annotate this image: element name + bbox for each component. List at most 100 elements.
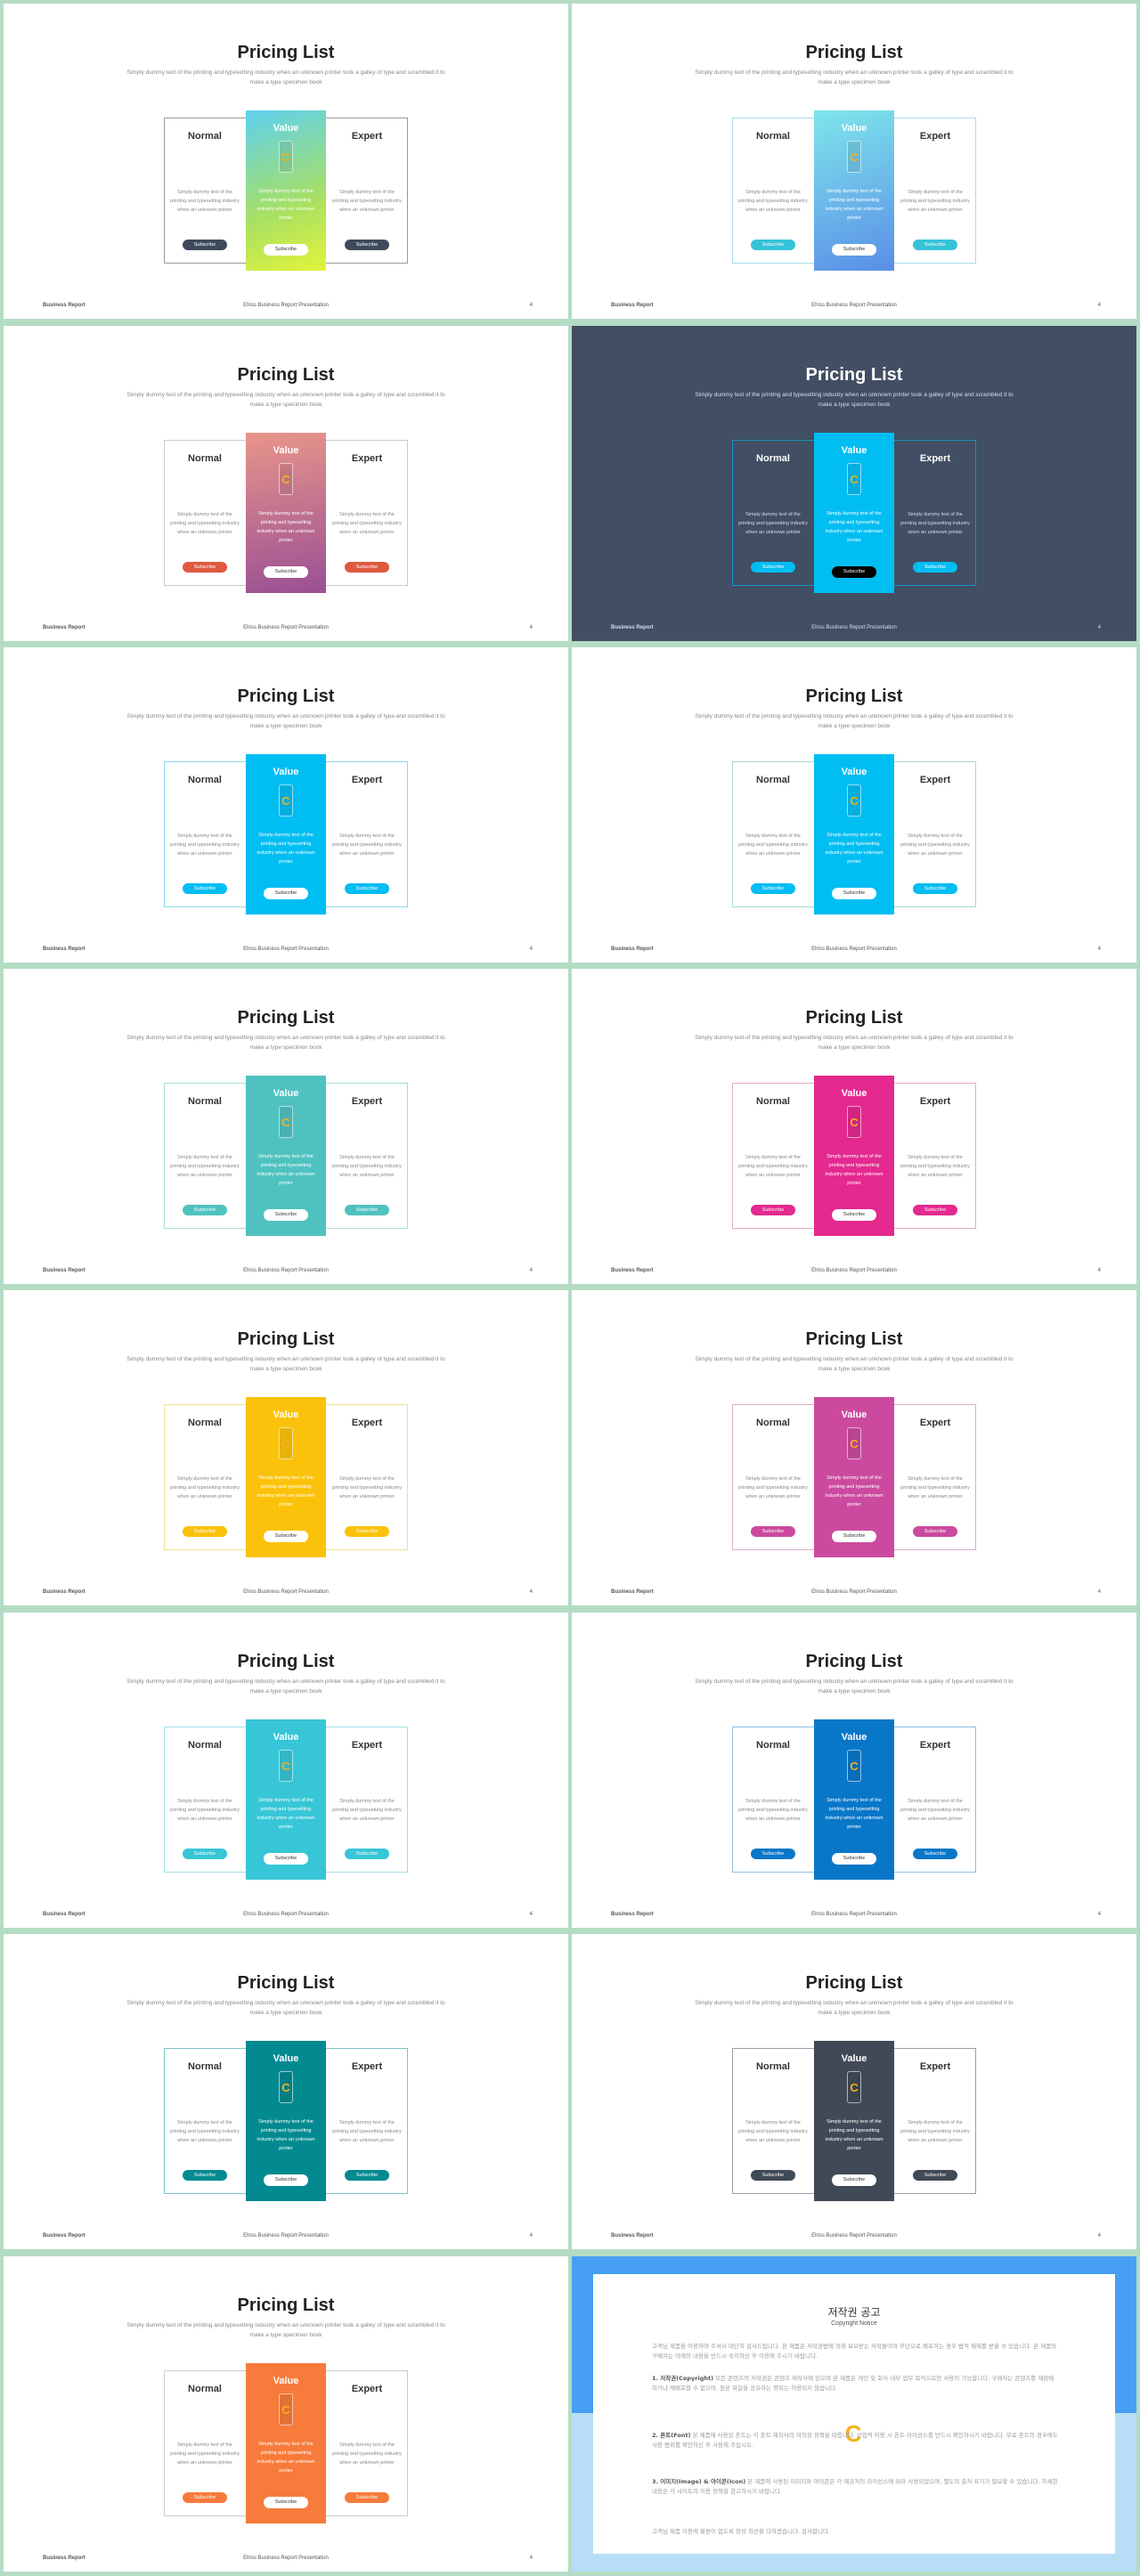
value-column: Value C Simply dummy text of the printin… (814, 2041, 894, 2201)
slide-subtitle: Simply dummy text of the printing and ty… (126, 69, 445, 85)
subscribe-button[interactable]: Subscribe (345, 2170, 389, 2181)
expert-description: Simply dummy text of the printing and ty… (332, 1155, 402, 1178)
subscribe-button[interactable]: Subscribe (264, 1853, 308, 1865)
subscribe-button[interactable]: Subscribe (913, 1526, 957, 1537)
footer-left: Business Report (611, 2233, 654, 2239)
pricing-slide: Pricing List Simply dummy text of the pr… (4, 1290, 568, 1605)
normal-description: Simply dummy text of the printing and ty… (170, 2120, 240, 2143)
subscribe-button[interactable]: Subscribe (751, 2170, 795, 2181)
normal-column: Normal Simply dummy text of the printing… (733, 762, 813, 906)
normal-heading: Normal (188, 1418, 222, 1428)
subscribe-button[interactable]: Subscribe (345, 1205, 389, 1215)
subscribe-button[interactable]: Subscribe (913, 2170, 957, 2181)
subscribe-button[interactable]: Subscribe (345, 2492, 389, 2503)
subscribe-button[interactable]: Subscribe (183, 2492, 227, 2503)
subscribe-button[interactable]: Subscribe (345, 240, 389, 250)
value-heading: Value (273, 2376, 299, 2386)
slide-subtitle: Simply dummy text of the printing and ty… (126, 1356, 445, 1372)
pricing-table: Normal Simply dummy text of the printing… (164, 2370, 408, 2516)
subscribe-button[interactable]: Subscribe (751, 1205, 795, 1215)
value-column: Value C Simply dummy text of the printin… (814, 433, 894, 593)
subscribe-button[interactable]: Subscribe (264, 2174, 308, 2186)
subscribe-button[interactable]: Subscribe (832, 2174, 876, 2186)
subscribe-button[interactable]: Subscribe (832, 888, 876, 899)
subscribe-button[interactable]: Subscribe (345, 562, 389, 573)
subscribe-button[interactable]: Subscribe (832, 1209, 876, 1221)
subscribe-button[interactable]: Subscribe (264, 2497, 308, 2508)
subscribe-button[interactable]: Subscribe (913, 1205, 957, 1215)
expert-description: Simply dummy text of the printing and ty… (900, 2120, 970, 2143)
logo-letter: C (281, 150, 290, 164)
subscribe-button[interactable]: Subscribe (751, 240, 795, 250)
subscribe-button[interactable]: Subscribe (832, 1853, 876, 1865)
subscribe-button[interactable]: Subscribe (751, 1849, 795, 1859)
paragraph-text: 모든 콘텐츠의 저작권은 콘텐츠 제작사에 있으며 본 제품은 개인 및 회사 … (652, 2375, 1054, 2392)
subscribe-button[interactable]: Subscribe (264, 1209, 308, 1221)
expert-description: Simply dummy text of the printing and ty… (332, 2120, 402, 2143)
value-description: Simply dummy text of the printing and ty… (256, 2119, 315, 2151)
footer-left: Business Report (611, 1589, 654, 1595)
notice-subtitle: Copyright Notice (831, 2320, 877, 2327)
value-heading: Value (273, 445, 299, 456)
subscribe-button[interactable]: Subscribe (183, 2170, 227, 2181)
subscribe-button[interactable]: Subscribe (751, 883, 795, 894)
subscribe-button[interactable]: Subscribe (832, 566, 876, 578)
subscribe-button[interactable]: Subscribe (913, 240, 957, 250)
normal-column: Normal Simply dummy text of the printing… (733, 1405, 813, 1549)
slide-subtitle: Simply dummy text of the printing and ty… (695, 713, 1014, 729)
normal-column: Normal Simply dummy text of the printing… (165, 1405, 245, 1549)
subscribe-button[interactable]: Subscribe (751, 1526, 795, 1537)
subscribe-button[interactable]: Subscribe (183, 240, 227, 250)
value-description: Simply dummy text of the printing and ty… (825, 833, 884, 865)
expert-description: Simply dummy text of the printing and ty… (332, 1799, 402, 1822)
slide-title: Pricing List (805, 1652, 903, 1671)
expert-description: Simply dummy text of the printing and ty… (900, 1155, 970, 1178)
notice-paragraph: 2. 폰트(Font) 본 제품에 사용된 폰트는 각 폰트 제작사의 저작권 … (652, 2431, 1058, 2450)
expert-heading: Expert (351, 2384, 383, 2394)
subscribe-button[interactable]: Subscribe (183, 883, 227, 894)
logo-letter: C (850, 1436, 859, 1451)
expert-heading: Expert (351, 131, 383, 142)
page-number: 4 (529, 947, 533, 952)
subscribe-button[interactable]: Subscribe (264, 566, 308, 578)
expert-column: Expert Simply dummy text of the printing… (327, 1084, 407, 1228)
subscribe-button[interactable]: Subscribe (751, 562, 795, 573)
subscribe-button[interactable]: Subscribe (183, 1205, 227, 1215)
subscribe-button[interactable]: Subscribe (832, 1531, 876, 1542)
value-column: Value C Simply dummy text of the printin… (246, 433, 326, 593)
expert-heading: Expert (919, 2061, 951, 2072)
subscribe-button[interactable]: Subscribe (345, 1849, 389, 1859)
subscribe-button[interactable]: Subscribe (913, 562, 957, 573)
subscribe-button[interactable]: Subscribe (832, 244, 876, 256)
subscribe-button[interactable]: Subscribe (183, 1526, 227, 1537)
value-column: Value C Simply dummy text of the printin… (246, 110, 326, 271)
subscribe-button[interactable]: Subscribe (183, 1849, 227, 1859)
value-heading: Value (273, 1410, 299, 1420)
subscribe-button[interactable]: Subscribe (345, 883, 389, 894)
subscribe-button[interactable]: Subscribe (345, 1526, 389, 1537)
expert-description: Simply dummy text of the printing and ty… (900, 1476, 970, 1499)
page-number: 4 (529, 1268, 533, 1273)
slide-title: Pricing List (805, 43, 903, 62)
subscribe-button[interactable]: Subscribe (913, 883, 957, 894)
expert-description: Simply dummy text of the printing and ty… (900, 512, 970, 535)
expert-column: Expert Simply dummy text of the printing… (895, 1405, 975, 1549)
slide-title: Pricing List (237, 2296, 335, 2315)
subscribe-button[interactable]: Subscribe (264, 244, 308, 256)
value-description: Simply dummy text of the printing and ty… (256, 189, 315, 221)
subscribe-button[interactable]: Subscribe (264, 888, 308, 899)
notice-paragraph: 3. 이미지(Image) & 아이콘(Icon) 본 제품에 사용된 이미지와… (652, 2477, 1058, 2497)
pricing-slide: Pricing List Simply dummy text of the pr… (4, 969, 568, 1284)
subscribe-button[interactable]: Subscribe (183, 562, 227, 573)
pricing-slide: Pricing List Simply dummy text of the pr… (572, 969, 1136, 1284)
footer-center: Ehiss Business Report Presentation (811, 2233, 897, 2239)
subscribe-button[interactable]: Subscribe (913, 1849, 957, 1859)
slide-subtitle: Simply dummy text of the printing and ty… (695, 1678, 1014, 1694)
subscribe-button[interactable]: Subscribe (264, 1531, 308, 1542)
page-number: 4 (529, 303, 533, 308)
battery-icon: C (279, 141, 293, 173)
value-column: Value C Simply dummy text of the printin… (814, 1719, 894, 1880)
battery-icon: C (847, 141, 861, 173)
normal-description: Simply dummy text of the printing and ty… (170, 1155, 240, 1178)
footer-center: Ehiss Business Report Presentation (811, 947, 897, 952)
